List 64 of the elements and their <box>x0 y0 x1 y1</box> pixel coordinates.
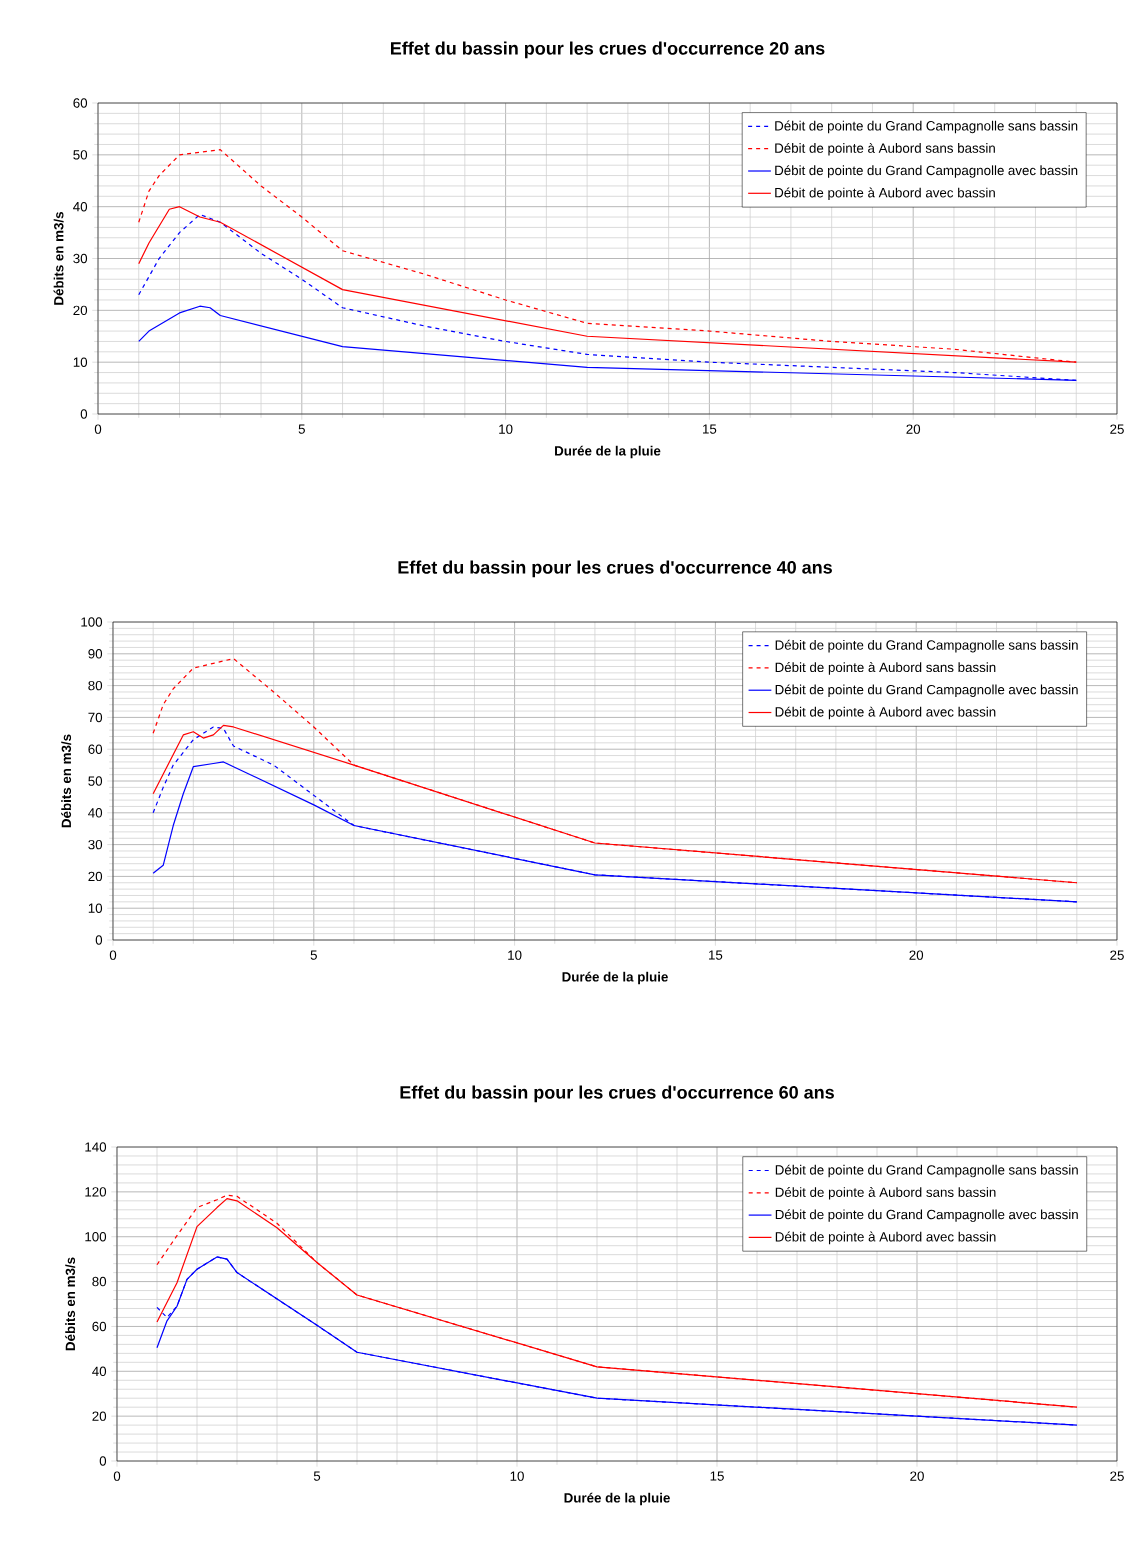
y-tick-label: 90 <box>88 649 103 659</box>
legend-label: Débit de pointe à Aubord sans bassin <box>775 662 996 675</box>
x-tick-label: 25 <box>1110 424 1124 434</box>
legend-label: Débit de pointe du Grand Campagnolle avec bassin <box>775 684 1078 697</box>
x-tick-label: 10 <box>508 950 522 960</box>
legend-label: Débit de pointe à Aubord avec bassin <box>775 1231 996 1245</box>
legend-label: Débit de pointe à Aubord sans bassin <box>775 142 995 156</box>
y-tick-label: 30 <box>73 253 88 264</box>
x-tick-label: 25 <box>1110 1471 1124 1481</box>
y-tick-label: 70 <box>88 712 103 723</box>
chart-title: Effet du bassin pour les crues d'occurrence 20 ans <box>391 41 825 59</box>
x-tick-label: 10 <box>510 1471 524 1481</box>
y-tick-label: 80 <box>92 1276 107 1287</box>
x-tick-label: 5 <box>313 1471 321 1481</box>
x-tick-label: 15 <box>703 424 717 434</box>
x-axis-title: Durée de la pluie <box>562 971 668 985</box>
x-tick-label: 15 <box>710 1471 724 1481</box>
legend-label: Débit de pointe du Grand Campagnolle sans bassin <box>775 639 1078 653</box>
y-tick-label: 100 <box>81 617 103 627</box>
legend-label: Débit de pointe du Grand Campagnolle avec bassin <box>775 1209 1078 1222</box>
y-tick-label: 20 <box>73 305 88 316</box>
legend-label: Débit de pointe du Grand Campagnolle sans bassin <box>775 1164 1078 1178</box>
y-tick-label: 40 <box>88 808 103 818</box>
x-tick-label: 0 <box>113 1471 121 1481</box>
x-tick-label: 15 <box>709 950 723 960</box>
x-tick-label: 5 <box>310 950 318 960</box>
legend-label: Débit de pointe à Aubord avec bassin <box>775 706 996 720</box>
x-tick-label: 20 <box>909 950 924 960</box>
y-tick-label: 100 <box>85 1232 107 1242</box>
y-tick-label: 10 <box>73 357 88 367</box>
y-axis-title: Débits en m3/s <box>61 734 72 828</box>
y-tick-label: 60 <box>92 1321 107 1332</box>
legend-label: Débit de pointe du Grand Campagnolle sans bassin <box>775 120 1078 134</box>
x-axis-title: Durée de la pluie <box>564 1492 670 1506</box>
legend-label: Débit de pointe à Aubord avec bassin <box>775 187 995 201</box>
y-tick-label: 20 <box>92 1411 107 1421</box>
y-tick-label: 0 <box>99 1456 107 1466</box>
x-tick-label: 10 <box>499 424 513 434</box>
y-tick-label: 120 <box>85 1187 107 1197</box>
x-axis-title: Durée de la pluie <box>555 445 661 459</box>
y-tick-label: 60 <box>73 98 88 108</box>
y-tick-label: 0 <box>95 935 103 945</box>
legend-label: Débit de pointe du Grand Campagnolle avec bassin <box>775 165 1078 178</box>
x-tick-label: 25 <box>1110 950 1124 960</box>
y-tick-label: 20 <box>88 871 103 882</box>
y-tick-label: 30 <box>88 839 103 850</box>
x-tick-label: 20 <box>906 424 921 434</box>
y-axis-title: Débits en m3/s <box>65 1257 76 1351</box>
chart-title: Effet du bassin pour les crues d'occurrence 60 ans <box>400 1085 835 1103</box>
legend-label: Débit de pointe à Aubord sans bassin <box>775 1186 996 1200</box>
y-axis-title: Débits en m3/s <box>53 212 64 305</box>
x-tick-label: 5 <box>298 424 306 434</box>
y-tick-label: 10 <box>88 903 103 913</box>
x-tick-label: 20 <box>910 1471 924 1481</box>
y-tick-label: 80 <box>88 680 103 691</box>
x-tick-label: 0 <box>109 950 117 960</box>
y-tick-label: 50 <box>73 150 88 160</box>
chart-title: Effet du bassin pour les crues d'occurrence 40 ans <box>398 560 833 578</box>
y-tick-label: 50 <box>88 776 103 786</box>
y-tick-label: 40 <box>92 1366 107 1377</box>
y-tick-label: 60 <box>88 744 103 754</box>
y-tick-label: 0 <box>80 409 88 419</box>
y-tick-label: 140 <box>85 1142 107 1152</box>
y-tick-label: 40 <box>73 201 88 212</box>
